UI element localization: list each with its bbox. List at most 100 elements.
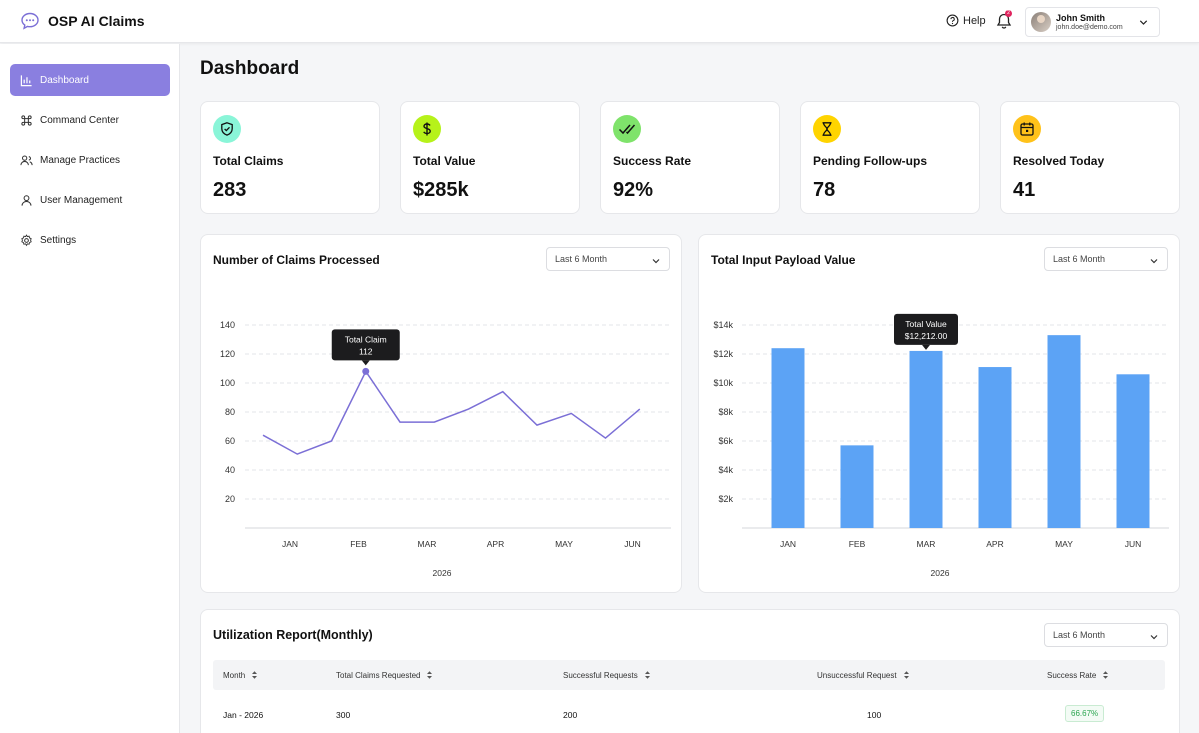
claims-period-select[interactable]: Last 6 Month (546, 247, 670, 271)
y-tick-label: $8k (718, 407, 733, 417)
y-tick-label: $10k (713, 378, 733, 388)
series-line (262, 369, 641, 455)
chevron-down-icon (1150, 259, 1158, 264)
column-label: Successful Requests (563, 670, 638, 680)
stat-card-total-claims: Total Claims 283 (200, 101, 380, 214)
brand[interactable]: OSP AI Claims (20, 11, 144, 31)
panel-title: Utilization Report(Monthly) (213, 628, 373, 642)
users-icon (20, 155, 33, 165)
sidebar-item-command-center[interactable]: Command Center (10, 104, 170, 136)
sort-icon (252, 671, 258, 679)
column-header-unsuccessful[interactable]: Unsuccessful Request (817, 670, 910, 680)
x-tick-label: MAY (1055, 539, 1073, 549)
stat-value: 283 (213, 179, 247, 201)
y-tick-label: 40 (225, 465, 235, 475)
avatar (1031, 12, 1051, 32)
cell-successful: 200 (563, 710, 578, 720)
tooltip-pointer (361, 360, 370, 366)
x-tick-label: MAY (555, 539, 573, 549)
bar-chart-icon (20, 74, 32, 86)
stat-icon-bg (213, 115, 241, 143)
user-icon (21, 194, 32, 206)
sidebar-item-dashboard[interactable]: Dashboard (10, 64, 170, 96)
bar (1047, 335, 1081, 528)
y-tick-label: $6k (718, 436, 733, 446)
cell-unsuccessful: 100 (867, 710, 882, 720)
sidebar-item-label: Dashboard (40, 74, 89, 86)
column-header-successful[interactable]: Successful Requests (563, 670, 651, 680)
tooltip-title: Total Value (905, 319, 947, 329)
stat-card-resolved-today: Resolved Today 41 (1000, 101, 1180, 214)
utilization-period-select[interactable]: Last 6 Month (1044, 623, 1168, 647)
sort-icon (644, 671, 650, 679)
sidebar-item-user-management[interactable]: User Management (10, 184, 170, 216)
gear-icon (21, 233, 32, 246)
y-tick-label: 140 (220, 320, 235, 330)
stat-label: Total Value (413, 154, 476, 168)
y-tick-label: 120 (220, 349, 235, 359)
y-tick-label: $14k (713, 320, 733, 330)
claims-line-chart: 20 40 60 80 100 120 140 JAN FEB MAR APR MAY JUN 2026 T… (220, 320, 671, 578)
payload-period-select[interactable]: Last 6 Month (1044, 247, 1168, 271)
chevron-down-icon (1139, 20, 1148, 25)
table-header: Month Total Claims Requested Successful … (213, 660, 1165, 690)
bar (1116, 374, 1150, 528)
y-tick-label: 60 (225, 436, 235, 446)
stat-icon-bg (613, 115, 641, 143)
chevron-down-icon (652, 259, 660, 264)
utilization-panel: Utilization Report(Monthly) Last 6 Month… (200, 609, 1180, 733)
sort-icon (427, 671, 433, 679)
select-value: Last 6 Month (1053, 254, 1106, 264)
panel-title: Number of Claims Processed (213, 253, 380, 267)
cell-month: Jan - 2026 (223, 710, 264, 720)
column-header-month[interactable]: Month (223, 670, 258, 680)
column-header-total-claims[interactable]: Total Claims Requested (336, 670, 433, 680)
chat-bubble-icon (21, 12, 39, 30)
user-menu[interactable]: John Smith john.doe@demo.com (1025, 7, 1160, 37)
success-rate-badge: 66.67% (1065, 705, 1105, 722)
stat-label: Resolved Today (1013, 154, 1105, 168)
column-label: Total Claims Requested (336, 670, 421, 680)
x-tick-label: FEB (849, 539, 866, 549)
sidebar: Dashboard Command Center Manage Practice… (0, 44, 180, 733)
sidebar-item-label: Settings (40, 234, 77, 246)
cell-total: 300 (336, 710, 351, 720)
sidebar-item-settings[interactable]: Settings (10, 224, 170, 256)
sidebar-item-label: User Management (40, 194, 123, 206)
x-tick-label: APR (487, 539, 504, 549)
user-name: John Smith (1056, 13, 1105, 23)
tooltip-box (331, 329, 400, 361)
select-value: Last 6 Month (555, 254, 608, 264)
x-tick-label: MAR (917, 539, 936, 549)
bar (978, 367, 1012, 528)
x-axis-label: 2026 (433, 568, 452, 578)
help-label: Help (963, 14, 986, 27)
check-double-icon (618, 124, 636, 135)
stat-value: $285k (413, 179, 469, 201)
y-tick-label: $2k (718, 494, 733, 504)
x-tick-label: JAN (282, 539, 298, 549)
x-tick-label: JAN (780, 539, 796, 549)
y-tick-label: 20 (225, 494, 235, 504)
column-header-success-rate[interactable]: Success Rate (1047, 670, 1109, 680)
stat-value: 41 (1013, 179, 1036, 201)
payload-bar-chart: $2k $4k $6k $8k $10k $12k $14k JAN FEB MAR APR MAY J… (713, 313, 1169, 578)
payload-chart-panel: Total Input Payload Value Last 6 Month $… (698, 234, 1180, 593)
page-title: Dashboard (200, 58, 300, 79)
select-value: Last 6 Month (1053, 630, 1106, 640)
tooltip-value: 112 (359, 346, 373, 356)
sidebar-item-manage-practices[interactable]: Manage Practices (10, 144, 170, 176)
stat-label: Pending Follow-ups (813, 154, 927, 168)
x-tick-label: MAR (418, 539, 437, 549)
payload-tooltip: Total Value $12,212.00 (894, 313, 958, 350)
stat-card-pending-followups: Pending Follow-ups 78 (800, 101, 980, 214)
tooltip-pointer (922, 344, 930, 350)
tooltip-title: Total Claim (345, 334, 387, 344)
bar (840, 445, 874, 528)
help-link[interactable]: Help (946, 14, 986, 27)
stat-label: Total Claims (213, 154, 284, 168)
stat-icon-bg (813, 115, 841, 143)
dollar-icon (423, 122, 431, 136)
x-tick-label: JUN (624, 539, 641, 549)
sort-icon (1103, 671, 1109, 679)
